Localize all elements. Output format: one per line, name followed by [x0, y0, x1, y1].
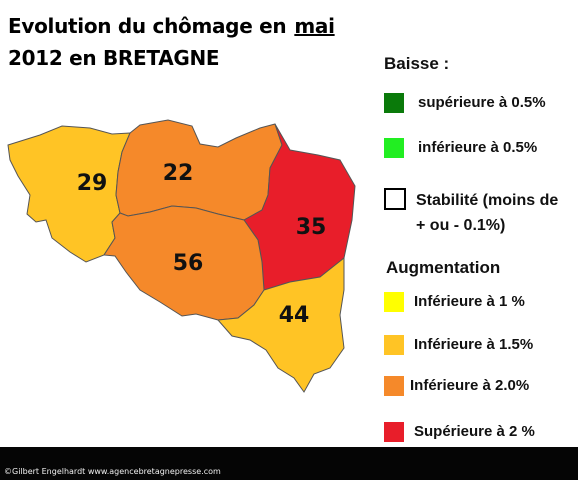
legend-swatch-yellow	[384, 292, 404, 312]
legend-swatch-dark-green	[384, 93, 404, 113]
legend-swatch-gold	[384, 335, 404, 355]
map-title-line2: 2012 en BRETAGNE	[8, 46, 220, 70]
legend-label: Inférieure à 1.5%	[414, 336, 534, 353]
legend-baisse-heading: Baisse :	[384, 54, 450, 73]
brittany-map: 29 22 35 56 44	[7, 119, 356, 393]
legend-label: Inférieure à 1 %	[414, 293, 525, 310]
legend-swatch-red	[384, 422, 404, 442]
title-month: mai	[294, 14, 335, 38]
legend-label: inférieure à 0.5%	[418, 139, 538, 156]
department-56-label: 56	[173, 251, 204, 276]
stabilite-line2: + ou - 0.1%)	[416, 217, 506, 234]
department-22-label: 22	[163, 161, 194, 186]
legend-stabilite-label: Stabilité (moins de + ou - 0.1%)	[416, 188, 578, 238]
legend-swatch-stabilite	[384, 188, 406, 210]
department-29[interactable]	[7, 125, 131, 263]
department-44[interactable]	[216, 256, 345, 393]
department-44-label: 44	[279, 303, 310, 328]
legend-swatch-orange	[384, 376, 404, 396]
department-29-label: 29	[77, 171, 108, 196]
department-35-label: 35	[296, 215, 327, 240]
legend-label: Supérieure à 2 %	[414, 423, 535, 440]
legend-label: Inférieure à 2.0%	[410, 377, 530, 394]
legend-augmentation-heading: Augmentation	[386, 258, 501, 277]
department-22[interactable]	[115, 119, 283, 221]
legend-label: supérieure à 0.5%	[418, 94, 546, 111]
footer-bar: ©Gilbert Engelhardt www.agencebretagnepr…	[0, 447, 578, 480]
map-title-line1: Evolution du chômage en mai	[8, 14, 335, 38]
title-prefix: Evolution du chômage en	[8, 14, 287, 38]
footer-credit: ©Gilbert Engelhardt www.agencebretagnepr…	[4, 467, 221, 476]
legend-swatch-light-green	[384, 138, 404, 158]
stabilite-line1: Stabilité (moins de	[416, 192, 559, 209]
